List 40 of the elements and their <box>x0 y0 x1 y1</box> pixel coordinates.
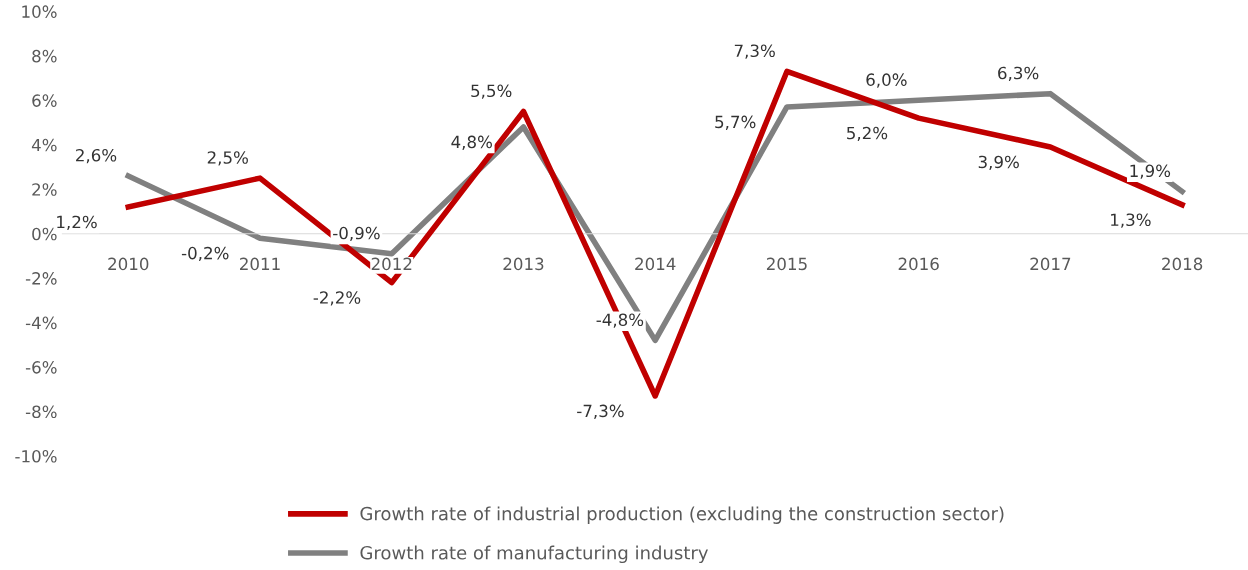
y-tick-label: 4% <box>31 138 57 152</box>
data-label: 5,7% <box>715 115 756 130</box>
data-label: 5,2% <box>847 126 888 142</box>
data-label: 5,5% <box>471 84 512 99</box>
x-tick-label: 2017 <box>1030 257 1071 271</box>
x-tick-label: 2012 <box>371 257 412 271</box>
x-tick-label: 2014 <box>635 257 676 271</box>
data-label: 2,5% <box>207 151 248 166</box>
data-label: -4,8% <box>596 313 644 328</box>
data-label: -0,9% <box>333 226 380 242</box>
data-label: 2,6% <box>76 148 117 164</box>
x-tick-label: 2013 <box>503 257 544 271</box>
data-label: 1,2% <box>57 215 97 230</box>
data-label: 3,9% <box>978 155 1019 170</box>
x-tick-label: 2010 <box>108 257 149 271</box>
legend-label: Growth rate of industrial production (excluding the construction sector) <box>360 506 1004 524</box>
data-label: 4,8% <box>451 135 492 150</box>
y-tick-label: 0% <box>32 227 57 241</box>
data-label: 1,9% <box>1130 164 1171 179</box>
x-tick-label: 2018 <box>1162 257 1203 271</box>
y-tick-label: 8% <box>32 49 57 63</box>
data-label: -0,2% <box>181 246 229 262</box>
y-tick-label: -8% <box>25 405 57 419</box>
y-tick-label: -10% <box>15 449 57 463</box>
y-tick-label: -6% <box>25 361 57 374</box>
y-tick-label: -4% <box>25 316 57 330</box>
data-label: -2,2% <box>313 291 361 306</box>
y-tick-label: 10% <box>22 5 57 18</box>
data-label: 6,3% <box>998 66 1039 82</box>
x-tick-label: 2011 <box>240 257 280 271</box>
data-label: 6,0% <box>866 73 907 88</box>
legend-label: Growth rate of manufacturing industry <box>360 545 708 564</box>
y-tick-label: 2% <box>32 183 57 196</box>
y-tick-label: -2% <box>25 272 57 285</box>
data-label: 1,3% <box>1111 213 1151 228</box>
x-tick-label: 2015 <box>766 257 807 271</box>
data-label: 7,3% <box>734 44 775 59</box>
y-tick-label: 6% <box>32 94 57 107</box>
x-tick-label: 2016 <box>898 257 939 271</box>
data-label: -7,3% <box>577 404 624 419</box>
